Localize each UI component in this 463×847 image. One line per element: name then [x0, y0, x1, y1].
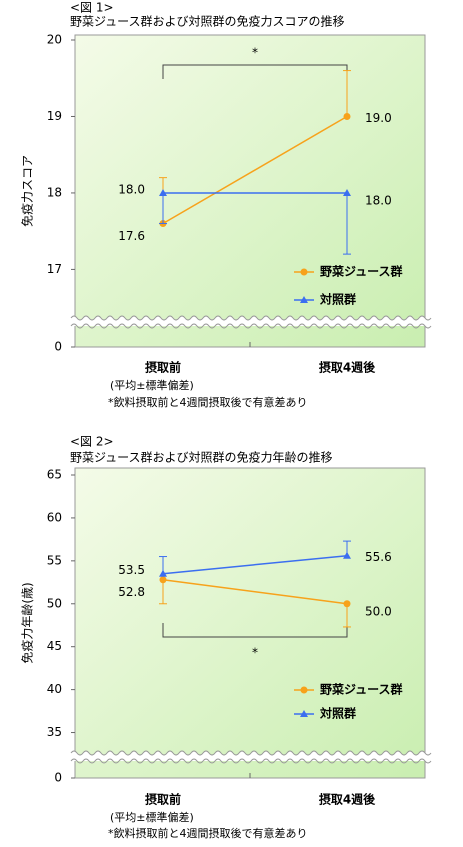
marker — [159, 576, 167, 584]
axis-break-edge — [70, 323, 432, 329]
marker — [159, 569, 167, 577]
marker — [343, 600, 351, 608]
plot-area — [74, 34, 426, 348]
note: *飲料摂取前と4週間摂取後で有意差あり — [108, 395, 308, 409]
y-tick-label: 17 — [47, 262, 62, 276]
y-tick-label: 45 — [47, 639, 62, 653]
y-tick-label: 0 — [54, 340, 62, 354]
note: (平均±標準偏差) — [110, 378, 194, 392]
x-tick-label: 摂取4週後 — [319, 360, 376, 375]
marker — [343, 112, 351, 120]
significance-mark: * — [252, 46, 258, 60]
chart-title: 野菜ジュース群および対照群の免疫力スコアの推移 — [70, 14, 345, 29]
marker — [343, 188, 351, 196]
legend-label: 野菜ジュース群 — [320, 682, 403, 697]
significance-mark: * — [252, 646, 258, 660]
value-label: 18.0 — [365, 193, 392, 207]
y-tick-label: 19 — [47, 109, 62, 123]
x-tick-label: 摂取前 — [145, 360, 181, 375]
value-label: 55.6 — [365, 550, 392, 564]
value-label: 53.5 — [118, 563, 145, 577]
note: *飲料摂取前と4週間摂取後で有意差あり — [108, 826, 308, 840]
significance-bracket — [162, 623, 348, 638]
y-tick-label: 20 — [47, 33, 62, 47]
x-tick-label: 摂取前 — [145, 792, 181, 807]
figure-label: <図 1> — [70, 1, 114, 15]
value-label: 18.0 — [118, 182, 145, 196]
series-line — [162, 554, 348, 575]
y-tick-label: 65 — [47, 468, 62, 482]
value-label: 52.8 — [118, 585, 145, 599]
note: (平均±標準偏差) — [110, 810, 194, 824]
legend-marker — [300, 296, 308, 303]
value-label: 50.0 — [365, 604, 392, 618]
y-tick-label: 60 — [47, 510, 62, 524]
y-tick-label: 35 — [47, 725, 62, 739]
y-tick-label: 0 — [54, 771, 62, 785]
y-tick-label: 40 — [47, 682, 62, 696]
axis-break-edge — [70, 758, 432, 764]
y-axis-title: 免疫力スコア — [20, 155, 35, 227]
legend-label: 対照群 — [319, 706, 356, 721]
y-tick-label: 18 — [47, 185, 62, 199]
y-axis-title: 免疫力年齢(歳) — [20, 582, 35, 663]
series-line — [162, 115, 348, 225]
legend-label: 対照群 — [319, 292, 356, 307]
value-label: 17.6 — [118, 229, 145, 243]
legend-marker — [300, 268, 308, 276]
legend-label: 野菜ジュース群 — [320, 264, 403, 279]
plot-area — [74, 467, 426, 779]
legend-marker — [300, 686, 308, 694]
chart-title: 野菜ジュース群および対照群の免疫力年齢の推移 — [70, 450, 333, 465]
marker — [159, 188, 167, 196]
series-line — [162, 578, 348, 605]
y-tick-label: 55 — [47, 553, 62, 567]
marker — [343, 551, 351, 559]
x-tick-label: 摂取4週後 — [319, 792, 376, 807]
axis-break-edge — [70, 750, 432, 756]
figure-label: <図 2> — [70, 435, 114, 449]
value-label: 19.0 — [365, 111, 392, 125]
axis-break-edge — [70, 315, 432, 321]
legend-marker — [300, 710, 308, 717]
y-tick-label: 50 — [47, 596, 62, 610]
